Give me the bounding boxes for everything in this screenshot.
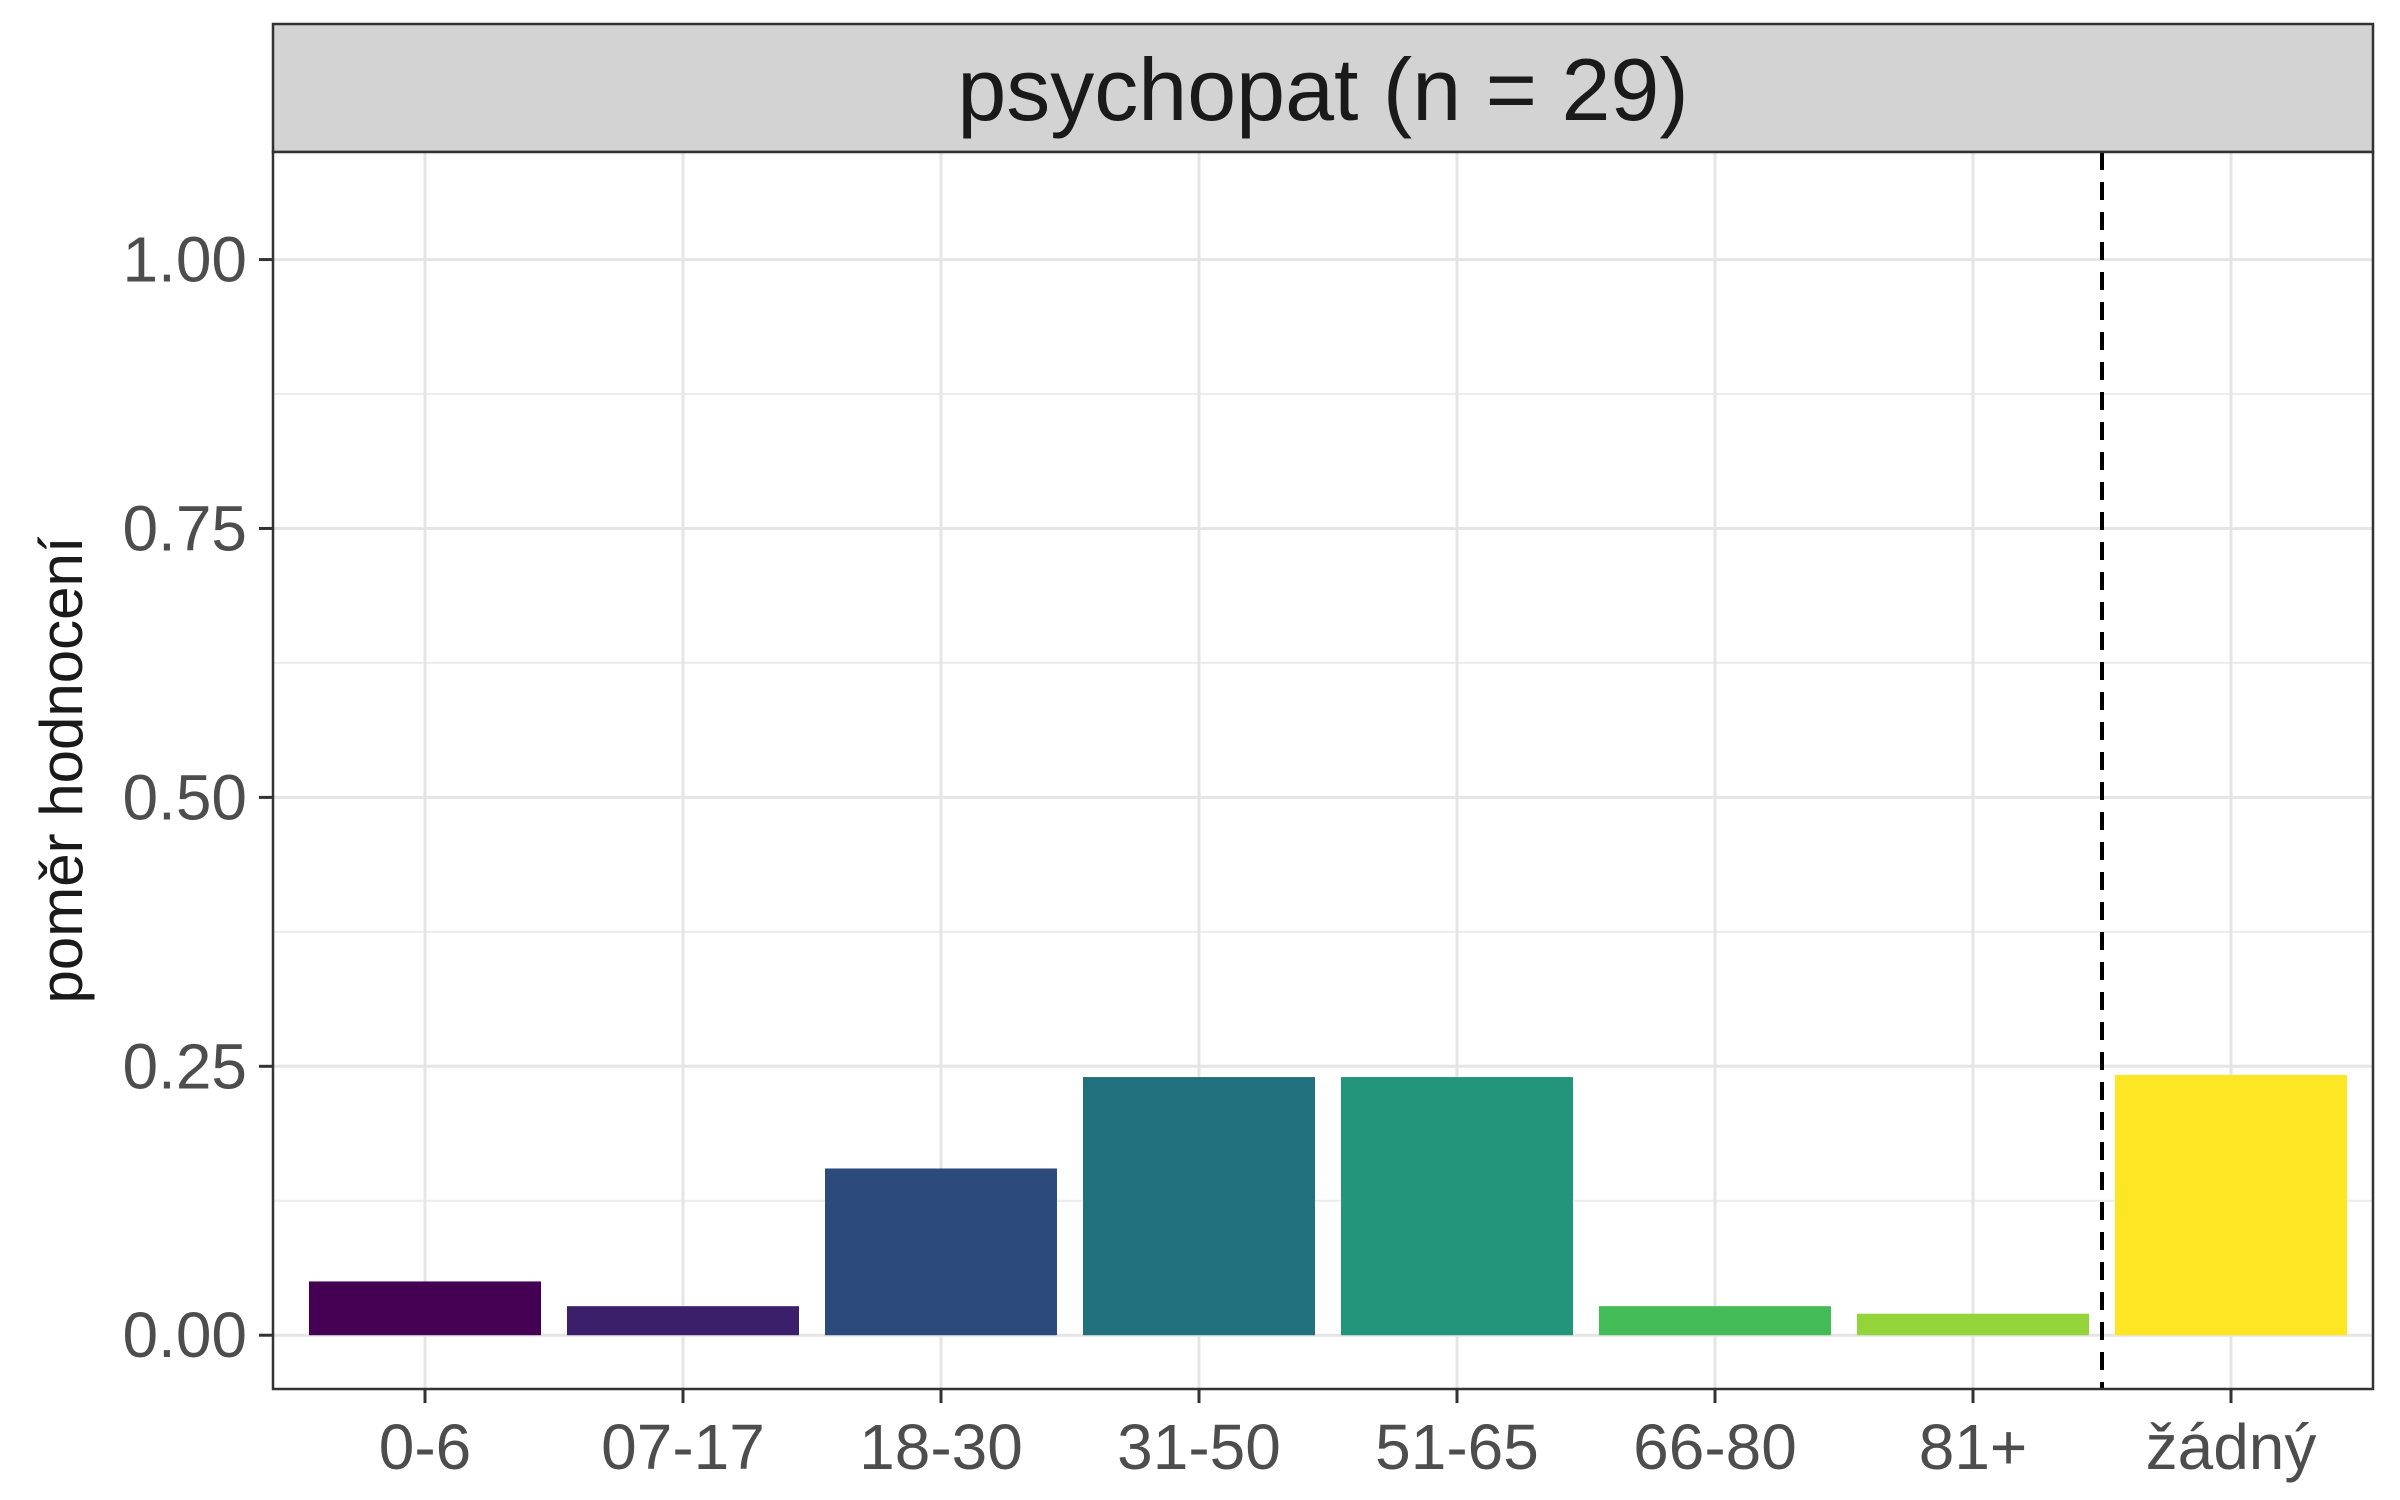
grid-layer (273, 152, 2373, 1389)
y-tick-label: 0.25 (122, 1030, 247, 1102)
y-axis: 0.00 0.25 0.50 0.75 1.00 (122, 224, 273, 1371)
y-tick-label: 1.00 (122, 224, 247, 296)
y-tick-label: 0.00 (122, 1299, 247, 1371)
x-tick-label: 51-65 (1375, 1411, 1539, 1483)
bar-31-50 (1083, 1077, 1315, 1336)
bar-0-6 (309, 1281, 541, 1336)
y-axis-title: poměr hodnocení (28, 536, 95, 1003)
bars-layer (309, 1074, 2347, 1336)
y-tick-label: 0.50 (122, 761, 247, 833)
x-tick-label: 18-30 (859, 1411, 1023, 1483)
panel-border (271, 150, 2375, 1391)
facet-strip (271, 22, 2375, 154)
bar-66-80 (1599, 1306, 1831, 1336)
x-tick-label: 66-80 (1633, 1411, 1797, 1483)
x-axis: 0-6 07-17 18-30 31-50 51-65 66-80 81+ žádný (379, 1389, 2317, 1483)
bar-07-17 (567, 1306, 799, 1336)
x-tick-label: 81+ (1919, 1411, 2028, 1483)
plot-panel (273, 152, 2373, 1389)
x-tick-label: 07-17 (601, 1411, 765, 1483)
y-tick-label: 0.75 (122, 492, 247, 564)
bar-žádný (2115, 1074, 2347, 1336)
chart-title: psychopat (n = 29) (957, 40, 1688, 139)
x-tick-label: 0-6 (379, 1411, 472, 1483)
bar-81+ (1857, 1313, 2089, 1336)
x-tick-label: 31-50 (1117, 1411, 1281, 1483)
x-tick-label: žádný (2146, 1411, 2317, 1483)
bar-51-65 (1341, 1077, 1573, 1336)
bar-18-30 (825, 1168, 1057, 1336)
